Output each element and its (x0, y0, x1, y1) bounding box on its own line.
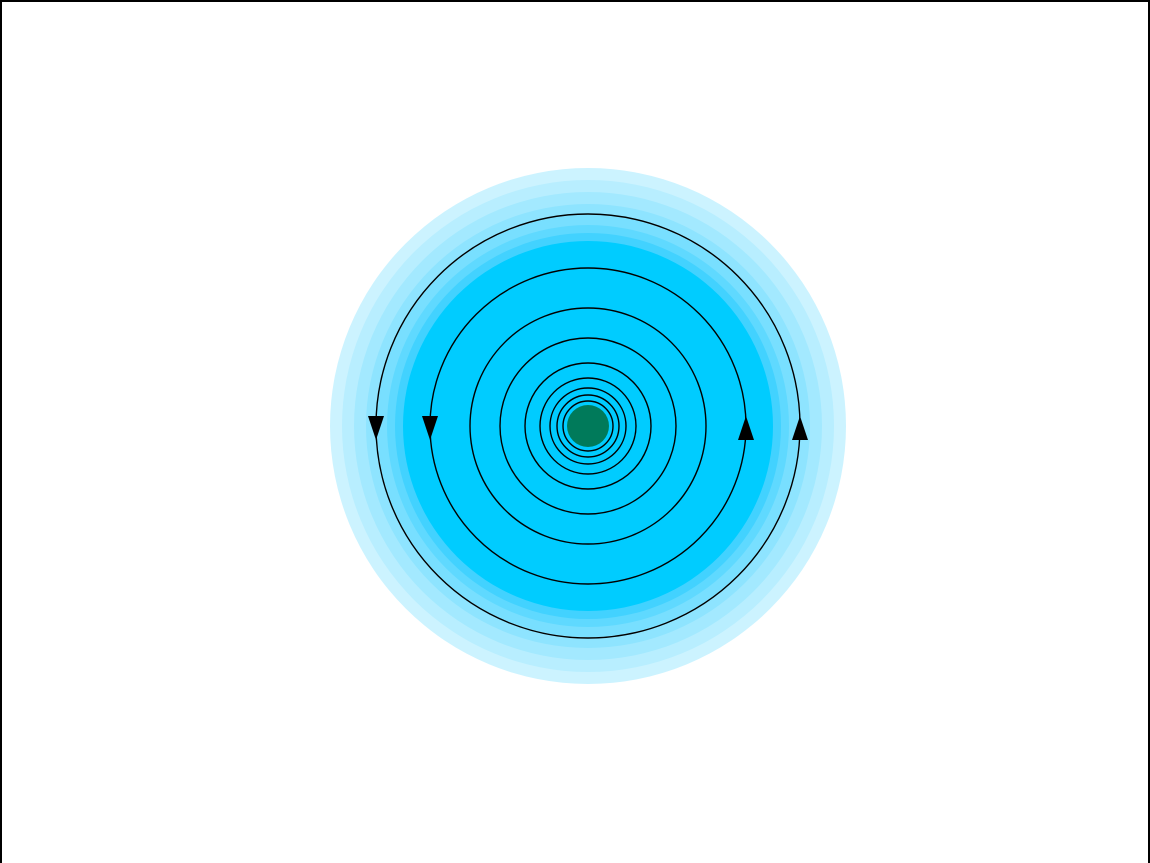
arrow-down-icon (422, 416, 438, 440)
flow-line (539, 377, 637, 475)
central-core (567, 405, 609, 447)
flow-line (499, 337, 677, 515)
direction-arrows (368, 416, 808, 440)
arrow-up-icon (738, 416, 754, 440)
flow-line (549, 387, 627, 465)
arrow-up-icon (792, 416, 808, 440)
flow-line (469, 307, 707, 545)
flow-line (556, 394, 620, 458)
flow-line (524, 362, 652, 490)
arrow-down-icon (368, 416, 384, 440)
flow-line (562, 400, 614, 452)
